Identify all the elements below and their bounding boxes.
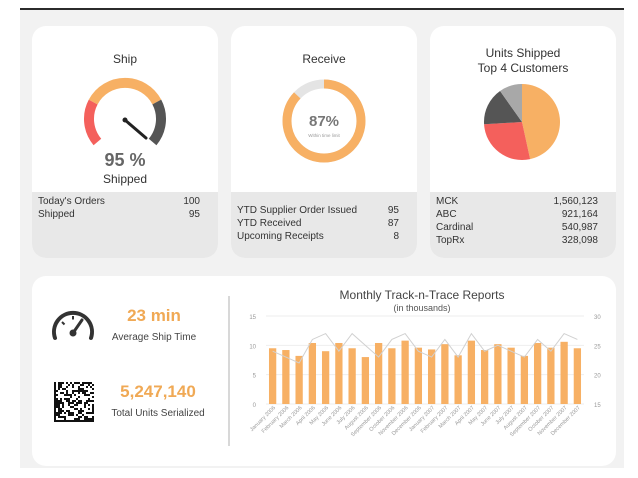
bar-november-2007 bbox=[560, 341, 568, 404]
bar-april-2006 bbox=[308, 342, 317, 404]
donut-percent: 87% bbox=[309, 113, 339, 130]
stat-row: TopRx 328,098 bbox=[436, 235, 598, 246]
donut-progress bbox=[282, 79, 366, 163]
stat-row: Shipped 95 bbox=[38, 209, 200, 220]
bar-september-2006 bbox=[374, 342, 383, 404]
receive-title: Receive bbox=[302, 52, 346, 66]
gauge-hub bbox=[122, 117, 128, 123]
dashboard-canvas: Ship 95 % Shipped Today's Orders 100 Shi… bbox=[20, 10, 624, 468]
ship-caption: Shipped bbox=[102, 172, 148, 186]
bar-september-2007 bbox=[533, 342, 542, 404]
bar-april-2007 bbox=[467, 340, 476, 404]
qr-code-icon bbox=[54, 382, 94, 422]
y-tick-left: 0 bbox=[253, 403, 257, 409]
bar-august-2006 bbox=[361, 357, 370, 404]
bar-october-2007 bbox=[547, 347, 555, 404]
bar-june-2007 bbox=[494, 344, 502, 404]
y-tick-right: 30 bbox=[594, 315, 601, 321]
donut-caption: Within time limit bbox=[308, 133, 340, 138]
trace-card: 23 min Average Ship Time 5,247,140 Total… bbox=[32, 276, 616, 466]
pie-slice-cardinal bbox=[484, 90, 522, 125]
stat-row: Today's Orders 100 bbox=[38, 196, 200, 207]
bar-december-2006 bbox=[414, 347, 423, 404]
stat-row: YTD Received 87 bbox=[237, 218, 399, 229]
units-pie-chart bbox=[484, 84, 560, 160]
ship-time-label: Average Ship Time bbox=[111, 332, 197, 343]
receive-stats: YTD Supplier Order Issued 95 YTD Receive… bbox=[231, 192, 417, 258]
trend-line bbox=[272, 332, 578, 364]
bar-october-2006 bbox=[388, 348, 396, 404]
y-tick-left: 15 bbox=[249, 315, 256, 321]
ship-stats: Today's Orders 100 Shipped 95 bbox=[32, 192, 218, 258]
units-title-line2: Top 4 Customers bbox=[477, 61, 569, 75]
bar-august-2007 bbox=[520, 355, 529, 404]
top-rule bbox=[20, 8, 624, 10]
bar-march-2007 bbox=[454, 355, 462, 404]
ship-time-value: 23 min bbox=[127, 306, 181, 325]
serialized-value: 5,247,140 bbox=[120, 382, 196, 401]
gauge-red-segment bbox=[84, 99, 102, 146]
ship-percent: 95 % bbox=[104, 150, 146, 170]
ship-card: Ship 95 % Shipped Today's Orders 100 Shi… bbox=[32, 26, 218, 258]
y-tick-right: 20 bbox=[594, 374, 601, 380]
gauge-orange-segment bbox=[88, 77, 162, 105]
stat-row: YTD Supplier Order Issued 95 bbox=[237, 205, 399, 216]
bar-july-2007 bbox=[507, 347, 515, 404]
bar-november-2006 bbox=[401, 340, 409, 404]
units-card: Units Shipped Top 4 Customers MCK 1,560,… bbox=[430, 26, 616, 258]
bar-december-2007 bbox=[573, 348, 582, 404]
stat-row: Cardinal 540,987 bbox=[436, 222, 598, 233]
y-tick-right: 25 bbox=[594, 344, 601, 350]
bar-february-2007 bbox=[441, 344, 449, 404]
units-stats: MCK 1,560,123 ABC 921,164 Cardinal 540,9… bbox=[430, 192, 616, 258]
stat-row: Upcoming Receipts 8 bbox=[237, 231, 399, 242]
y-tick-right: 15 bbox=[594, 403, 601, 409]
stat-row: ABC 921,164 bbox=[436, 209, 598, 220]
gauge-needle bbox=[123, 118, 148, 140]
units-title-line1: Units Shipped bbox=[485, 46, 561, 60]
pie-slice-toprx bbox=[500, 84, 522, 122]
chart-title: Monthly Track-n-Trace Reports bbox=[339, 288, 505, 302]
stat-row: MCK 1,560,123 bbox=[436, 196, 598, 207]
chart-subtitle: (in thousands) bbox=[393, 303, 451, 313]
bar-june-2006 bbox=[335, 342, 343, 404]
pie-slice-mck bbox=[522, 84, 560, 160]
bar-may-2006 bbox=[321, 351, 330, 404]
vertical-divider bbox=[228, 296, 230, 446]
bar-january-2006 bbox=[268, 348, 277, 404]
serialized-label: Total Units Serialized bbox=[111, 408, 205, 419]
y-tick-left: 10 bbox=[249, 344, 256, 350]
gauge-dark-segment bbox=[148, 99, 166, 146]
ship-gauge bbox=[84, 77, 166, 146]
bar-march-2006 bbox=[295, 355, 303, 404]
ship-title: Ship bbox=[112, 52, 138, 66]
bar-july-2006 bbox=[348, 348, 356, 404]
receive-donut: 87% Within time limit bbox=[282, 79, 366, 163]
receive-card: Receive 87% Within time limit YTD Suppli… bbox=[231, 26, 417, 258]
y-tick-left: 5 bbox=[253, 374, 257, 380]
speedometer-icon bbox=[52, 310, 94, 340]
bar-february-2006 bbox=[282, 350, 290, 404]
pie-slice-abc bbox=[484, 122, 531, 160]
bar-january-2007 bbox=[427, 349, 436, 404]
bar-may-2007 bbox=[480, 350, 489, 404]
